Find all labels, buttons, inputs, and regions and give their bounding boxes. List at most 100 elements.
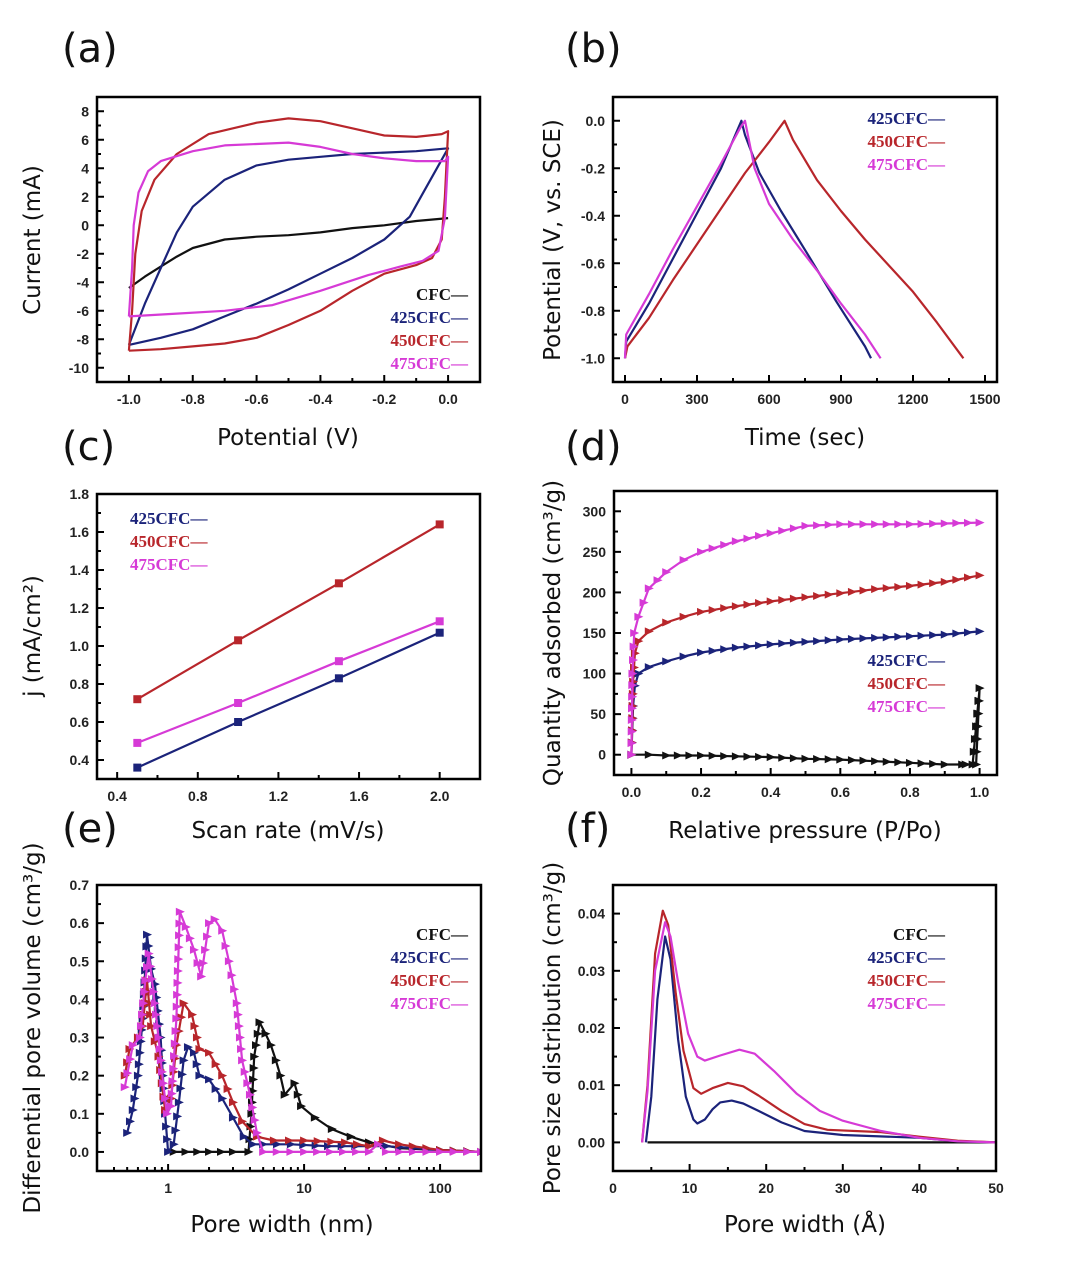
data-point-450CFC — [743, 600, 753, 609]
legend-entry-450CFC: 450CFC— — [130, 532, 208, 551]
data-point-425CFC — [634, 669, 644, 678]
data-point-450CFC — [975, 571, 985, 580]
data-point-CFC — [801, 754, 811, 763]
y-tick-label: 2 — [81, 189, 89, 205]
x-tick-label: 1.0 — [970, 784, 990, 800]
data-point-450CFC — [644, 627, 654, 636]
legend-entry-425CFC: 425CFC— — [868, 651, 946, 670]
data-point-475CFC — [158, 1067, 168, 1076]
data-point-CFC — [276, 1071, 286, 1080]
y-axis-title: j (mA/cm²) — [20, 575, 46, 698]
data-point-475CFC — [395, 1147, 405, 1156]
data-point-CFC — [972, 722, 982, 731]
data-point-475CFC — [436, 1147, 446, 1156]
data-point-475CFC — [836, 520, 846, 529]
data-point-475CFC — [173, 990, 183, 999]
y-tick-label: 0.1 — [70, 1106, 90, 1122]
y-tick-label: 0.5 — [70, 953, 90, 969]
series-line-425CFC — [136, 631, 441, 769]
data-point-475CFC — [627, 727, 637, 736]
data-point-425CFC — [847, 634, 857, 643]
data-point-475CFC — [175, 919, 185, 928]
series-line-475CFC — [623, 119, 882, 359]
data-point-450CFC — [145, 999, 155, 1008]
data-point-CFC — [217, 1147, 227, 1156]
data-point-CFC — [244, 1147, 254, 1156]
data-point-475CFC — [975, 518, 985, 527]
data-point-475CFC — [170, 1052, 180, 1061]
legend-entry-425CFC: 425CFC— — [868, 948, 946, 967]
series-line-CFC — [173, 1021, 481, 1153]
data-point-CFC — [940, 760, 950, 769]
data-point-425CFC — [125, 1117, 135, 1126]
x-tick-label: 100 — [428, 1180, 452, 1196]
data-point-450CFC — [766, 597, 776, 606]
data-point-CFC — [970, 735, 980, 744]
y-tick-label: 0.4 — [70, 752, 90, 768]
data-point-CFC — [261, 1029, 271, 1038]
data-point-425CFC — [273, 1140, 283, 1149]
y-tick-label: 0 — [81, 217, 89, 233]
data-point-475CFC — [679, 555, 689, 564]
data-point-CFC — [181, 1147, 191, 1156]
data-point-475CFC — [871, 520, 881, 529]
data-point-CFC — [251, 1041, 261, 1050]
series-group — [133, 520, 444, 772]
data-point-CFC — [293, 1090, 303, 1099]
panel-f: (f) 0 10 20 30 40 50 0.00 0.01 0.02 0.03 0.04 Pore w… — [540, 806, 1004, 1238]
data-point-CFC — [969, 747, 979, 756]
data-point-475CFC — [227, 971, 237, 980]
data-point-475CFC — [150, 999, 160, 1008]
y-tick-label: 8 — [81, 103, 89, 119]
data-point-475CFC — [240, 1067, 250, 1076]
y-axis-title: Current (mA) — [20, 165, 46, 315]
data-point-475CFC — [629, 656, 639, 665]
data-point-475CFC — [174, 955, 184, 964]
data-point-475CFC — [248, 1103, 258, 1112]
x-axis-title: Scan rate (mV/s) — [191, 818, 384, 844]
legend: CFC— 425CFC— 450CFC— 475CFC— — [868, 925, 946, 1013]
data-point-450CFC — [234, 636, 243, 645]
data-point-425CFC — [163, 1135, 173, 1144]
data-point-475CFC — [153, 1022, 163, 1031]
y-tick-label: 0.00 — [578, 1134, 605, 1150]
data-point-450CFC — [697, 607, 707, 616]
x-tick-label: 0.8 — [900, 784, 920, 800]
data-point-425CFC — [178, 1070, 188, 1079]
x-tick-label: 0.4 — [107, 788, 127, 804]
data-point-CFC — [766, 753, 776, 762]
data-point-CFC — [255, 1018, 265, 1027]
data-point-450CFC — [708, 606, 718, 615]
y-tick-label: 1.8 — [70, 486, 90, 502]
data-point-450CFC — [150, 1037, 160, 1046]
panel-label-f: (f) — [565, 806, 610, 852]
data-point-CFC — [917, 759, 927, 768]
panel-label-e: (e) — [62, 806, 118, 852]
data-point-CFC — [685, 751, 695, 760]
data-point-450CFC — [125, 1044, 135, 1053]
data-point-475CFC — [917, 519, 927, 528]
data-point-475CFC — [224, 957, 234, 966]
data-point-425CFC — [228, 1113, 238, 1122]
data-point-425CFC — [975, 627, 985, 636]
data-point-450CFC — [205, 1048, 215, 1057]
data-point-475CFC — [147, 975, 157, 984]
series-line-CFC — [128, 217, 449, 289]
data-point-425CFC — [176, 1084, 186, 1093]
data-point-CFC — [975, 684, 985, 693]
data-point-475CFC — [628, 669, 638, 678]
data-point-450CFC — [147, 1022, 157, 1031]
data-point-425CFC — [143, 930, 153, 939]
x-tick-label: -0.2 — [372, 391, 396, 407]
data-point-475CFC — [174, 943, 184, 952]
legend-entry-450CFC: 450CFC— — [868, 132, 946, 151]
data-point-475CFC — [146, 962, 156, 971]
data-point-450CFC — [755, 598, 765, 607]
data-point-475CFC — [166, 1102, 176, 1111]
x-tick-label: 0.0 — [622, 784, 642, 800]
data-point-475CFC — [140, 987, 150, 996]
data-point-475CFC — [422, 1147, 432, 1156]
data-point-CFC — [882, 757, 892, 766]
data-point-CFC — [836, 755, 846, 764]
data-point-475CFC — [156, 1056, 166, 1065]
